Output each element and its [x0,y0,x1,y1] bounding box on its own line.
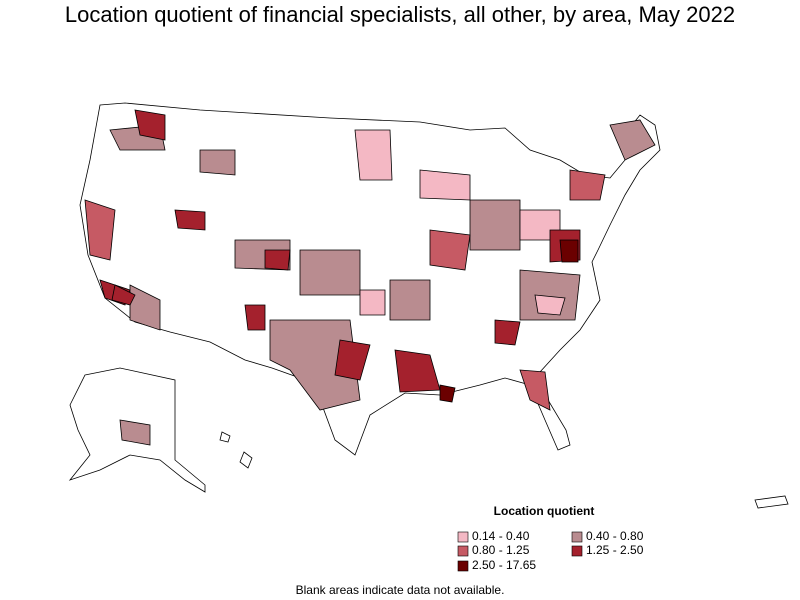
area [199,149,236,176]
area [299,249,361,296]
area [439,384,456,403]
legend-label: 0.14 - 0.40 [472,529,530,543]
title: Location quotient of financial specialis… [65,2,735,27]
areas [84,109,656,446]
hawaii-big [239,451,253,469]
legend-label: 1.25 - 2.50 [586,543,644,557]
legend-swatch [457,531,469,543]
area [111,284,136,306]
area [559,239,579,263]
legend-label: 2.50 - 17.65 [472,558,536,572]
puerto-rico [754,495,789,509]
hawaii [219,431,231,443]
legend-items: 0.14 - 0.40 0.40 - 0.80 0.80 - 1.25 1.25 - … [457,529,644,572]
area [494,319,521,346]
map [68,102,789,509]
area [354,129,393,181]
area [534,294,566,316]
area [569,169,606,201]
legend-label: 0.40 - 0.80 [586,529,644,543]
area [609,119,656,161]
area [419,169,471,201]
area [174,209,206,231]
area [134,109,166,141]
legend-swatch [571,531,583,543]
area [519,369,551,411]
legend: Location quotient 0.14 - 0.40 0.40 - 0.80… [457,504,644,572]
legend-swatch [457,545,469,557]
legend-title: Location quotient [494,504,595,518]
area [84,199,116,261]
area [469,199,521,251]
area [129,284,161,331]
area [389,279,431,321]
legend-label: 0.80 - 1.25 [472,543,530,557]
note: Blank areas indicate data not available. [296,583,505,597]
area [519,269,581,321]
legend-swatch [571,545,583,557]
area [429,229,471,271]
area [269,319,361,411]
legend-swatch [457,560,469,572]
area [334,339,371,381]
area [244,304,266,331]
area [264,249,291,271]
area [359,289,386,316]
area [119,419,151,446]
